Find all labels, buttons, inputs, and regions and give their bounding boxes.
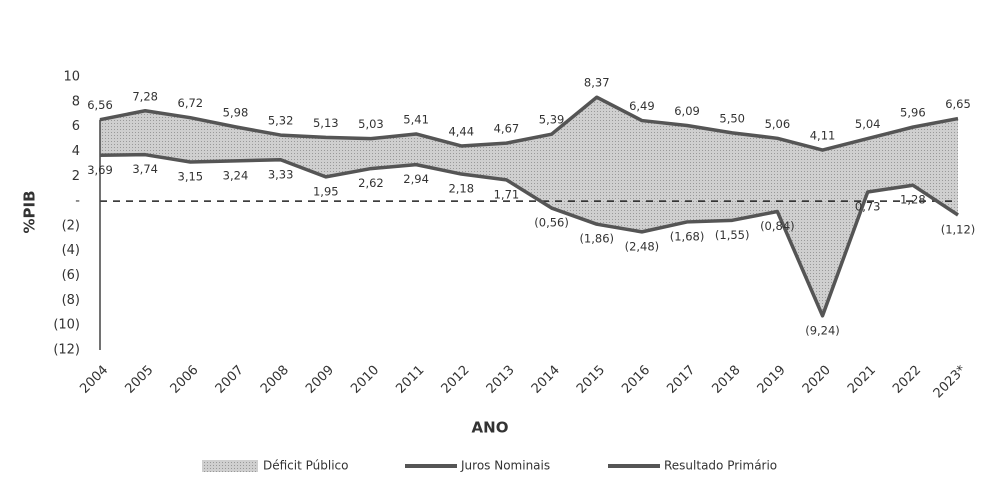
x-tick-label: 2020 xyxy=(800,363,834,397)
x-tick-label: 2010 xyxy=(348,363,382,397)
data-label: 6,09 xyxy=(674,104,700,118)
x-tick-label: 2011 xyxy=(393,363,427,397)
x-tick-label: 2009 xyxy=(303,363,337,397)
legend-label: Juros Nominais xyxy=(460,459,550,473)
x-tick-label: 2014 xyxy=(529,363,563,397)
x-axis-title: ANO xyxy=(472,419,509,437)
data-label: (9,24) xyxy=(805,323,840,337)
legend-label: Resultado Primário xyxy=(664,459,777,473)
data-label: 6,65 xyxy=(945,97,971,111)
x-tick-label: 2015 xyxy=(574,363,608,397)
y-tick-label: 2 xyxy=(72,169,80,184)
data-label: 1,28 xyxy=(900,193,926,207)
y-tick-label: 4 xyxy=(72,144,80,159)
x-tick-label: 2013 xyxy=(484,363,518,397)
y-tick-label: (2) xyxy=(62,218,80,233)
x-tick-label: 2008 xyxy=(258,363,292,397)
data-label: 5,13 xyxy=(313,116,339,130)
data-label: 1,95 xyxy=(313,184,339,198)
y-tick-label: 6 xyxy=(72,119,80,134)
x-tick-label: 2012 xyxy=(439,363,473,397)
data-label: 5,32 xyxy=(268,114,294,128)
y-tick-label: (12) xyxy=(53,343,80,358)
y-tick-label: (4) xyxy=(62,243,80,258)
data-label: 4,44 xyxy=(448,124,474,138)
deficit-area xyxy=(100,97,958,316)
data-label: 3,74 xyxy=(132,162,158,176)
data-label: 5,04 xyxy=(855,117,881,131)
data-label: (1,12) xyxy=(941,222,976,236)
x-tick-label: 2007 xyxy=(213,363,247,397)
data-label: 5,50 xyxy=(719,111,745,125)
data-label: 5,96 xyxy=(900,106,926,120)
data-label: 5,98 xyxy=(223,105,249,119)
x-tick-label: 2016 xyxy=(619,363,653,397)
data-label: (1,55) xyxy=(715,228,750,242)
y-tick-label: 10 xyxy=(63,70,80,85)
data-label: 1,71 xyxy=(494,187,520,201)
legend-swatch xyxy=(202,460,258,472)
data-label: 3,24 xyxy=(223,168,249,182)
data-label: (2,48) xyxy=(625,239,660,253)
x-tick-label: 2019 xyxy=(755,363,789,397)
x-tick-label: 2017 xyxy=(664,363,698,397)
x-tick-label: 2023* xyxy=(931,362,970,401)
data-label: 2,62 xyxy=(358,176,384,190)
x-tick-label: 2021 xyxy=(845,363,879,397)
line-series xyxy=(99,95,959,152)
y-tick-label: 8 xyxy=(72,94,80,109)
x-tick-label: 2018 xyxy=(710,363,744,397)
y-tick-label: (6) xyxy=(62,268,80,283)
y-tick-label: (10) xyxy=(53,318,80,333)
y-tick-label: (8) xyxy=(62,293,80,308)
data-label: 3,15 xyxy=(178,170,204,184)
x-tick-label: 2005 xyxy=(122,363,156,397)
data-label: 3,33 xyxy=(268,167,294,181)
data-label: 4,11 xyxy=(810,129,836,143)
data-label: 2,94 xyxy=(403,172,429,186)
legend-label: Déficit Público xyxy=(263,459,349,473)
x-tick-label: 2004 xyxy=(77,363,111,397)
y-axis-title: %PIB xyxy=(21,190,39,233)
data-label: 6,72 xyxy=(178,96,204,110)
data-label: 5,39 xyxy=(539,113,565,127)
data-label: 5,06 xyxy=(765,117,791,131)
data-label: 3,69 xyxy=(87,163,113,177)
data-label: 7,28 xyxy=(132,89,158,103)
data-label: 5,03 xyxy=(358,117,384,131)
data-label: (0,56) xyxy=(534,216,569,230)
x-tick-label: 2006 xyxy=(168,363,202,397)
line-series xyxy=(99,152,959,318)
data-label: 8,37 xyxy=(584,76,610,90)
data-label: 6,56 xyxy=(87,98,113,112)
data-label: (1,68) xyxy=(670,229,705,243)
data-label: (0,84) xyxy=(760,219,795,233)
data-label: 5,41 xyxy=(403,112,429,126)
data-label: 6,49 xyxy=(629,99,655,113)
data-label: 2,18 xyxy=(448,182,474,196)
data-label: 4,67 xyxy=(494,122,520,136)
data-label: 0,73 xyxy=(855,200,881,214)
x-tick-label: 2022 xyxy=(890,363,924,397)
y-tick-label: - xyxy=(75,194,80,209)
data-label: (1,86) xyxy=(579,232,614,246)
